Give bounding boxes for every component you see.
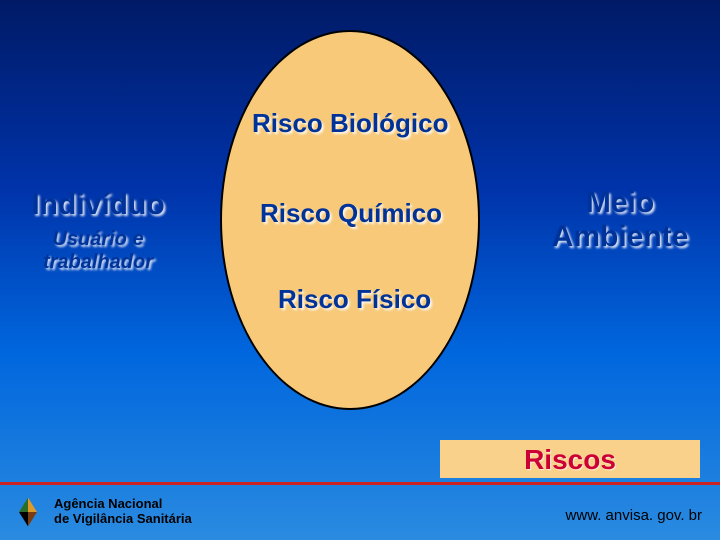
- right-title-line2: Ambiente: [530, 220, 710, 254]
- left-sub-line1: Usuário e: [52, 228, 143, 250]
- left-title: Indivíduo: [18, 188, 178, 222]
- riscos-box: Riscos: [440, 440, 700, 478]
- footer-org: Agência Nacional de Vigilância Sanitária: [54, 497, 192, 527]
- slide: Risco Biológico Risco Químico Risco Físi…: [0, 0, 720, 540]
- footer-logo-group: Agência Nacional de Vigilância Sanitária: [10, 494, 192, 530]
- left-sub-line2: trabalhador: [43, 251, 153, 273]
- risk-label-quimico: Risco Químico: [260, 198, 442, 229]
- right-title-line1: Meio: [530, 186, 710, 220]
- anvisa-logo-icon: [10, 494, 46, 530]
- footer-org-line1: Agência Nacional: [54, 496, 162, 511]
- riscos-label: Riscos: [524, 444, 616, 475]
- footer-url: www. anvisa. gov. br: [566, 507, 702, 524]
- footer-org-line2: de Vigilância Sanitária: [54, 511, 192, 526]
- left-group: Indivíduo Usuário e trabalhador: [18, 188, 178, 274]
- risk-label-biologico: Risco Biológico: [252, 108, 448, 139]
- right-group: Meio Ambiente: [530, 186, 710, 254]
- divider-bar: [0, 482, 720, 485]
- risk-label-fisico: Risco Físico: [278, 284, 431, 315]
- left-subtitle: Usuário e trabalhador: [18, 228, 178, 274]
